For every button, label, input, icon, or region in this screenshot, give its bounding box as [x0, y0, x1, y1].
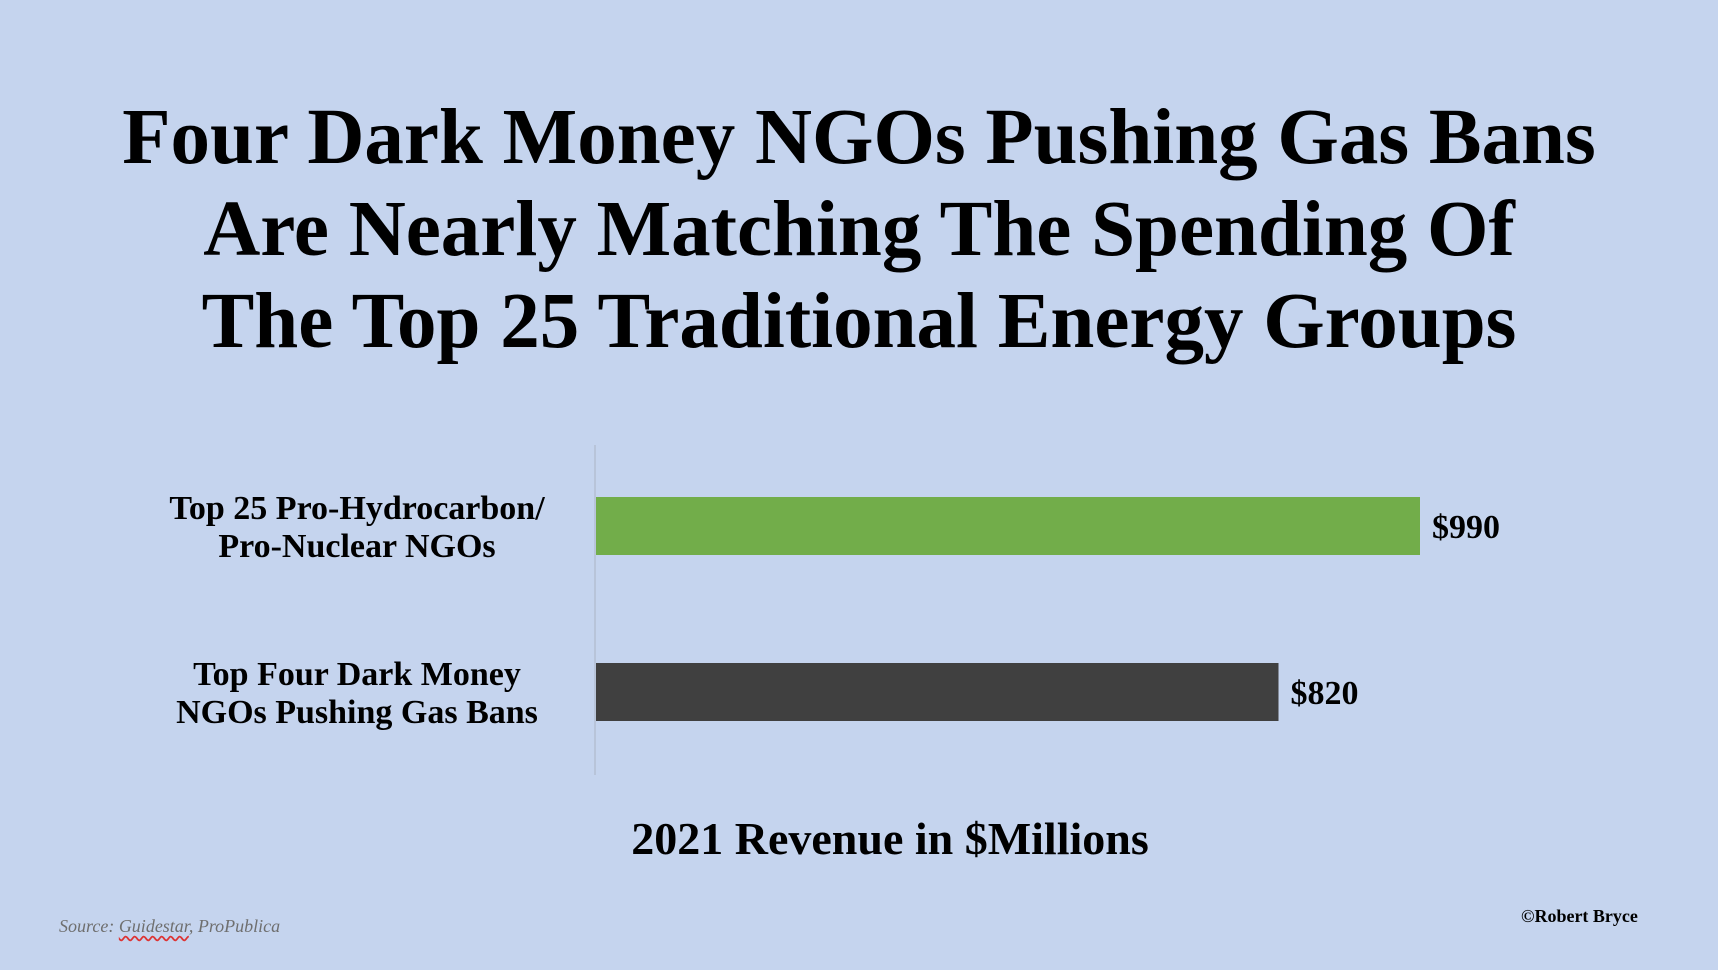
category-label-1-line-1: NGOs Pushing Gas Bans [176, 694, 538, 731]
chart-title: Four Dark Money NGOs Pushing Gas Bans Ar… [0, 92, 1718, 368]
bar-value-label-1: $820 [1291, 675, 1359, 712]
x-axis-title: 2021 Revenue in $Millions [631, 813, 1149, 864]
source-guidestar: Guidestar [118, 916, 189, 936]
category-label-1: Top Four Dark Money NGOs Pushing Gas Bans [176, 656, 538, 731]
chart-title-line-2: Are Nearly Matching The Spending Of [203, 186, 1515, 273]
category-label-0-line-0: Top 25 Pro-Hydrocarbon/ [169, 490, 545, 527]
chart-title-line-3: The Top 25 Traditional Energy Groups [201, 278, 1517, 365]
copyright-notice: ©Robert Bryce [1521, 906, 1638, 926]
chart-title-line-1: Four Dark Money NGOs Pushing Gas Bans [122, 94, 1596, 181]
bars-group: $990 Top 25 Pro-Hydrocarbon/Pro-Nuclear N… [169, 490, 1500, 731]
bar-0 [596, 497, 1420, 555]
source-rest: , ProPublica [188, 916, 281, 936]
bar-value-label-0: $990 [1432, 509, 1500, 546]
source-prefix: Source: [59, 916, 119, 936]
source-note: Source: Guidestar, ProPublica [59, 916, 280, 937]
bar-1 [596, 663, 1279, 721]
category-label-0: Top 25 Pro-Hydrocarbon/Pro-Nuclear NGOs [169, 490, 545, 565]
category-label-0-line-1: Pro-Nuclear NGOs [218, 528, 495, 565]
category-label-1-line-0: Top Four Dark Money [193, 656, 521, 693]
